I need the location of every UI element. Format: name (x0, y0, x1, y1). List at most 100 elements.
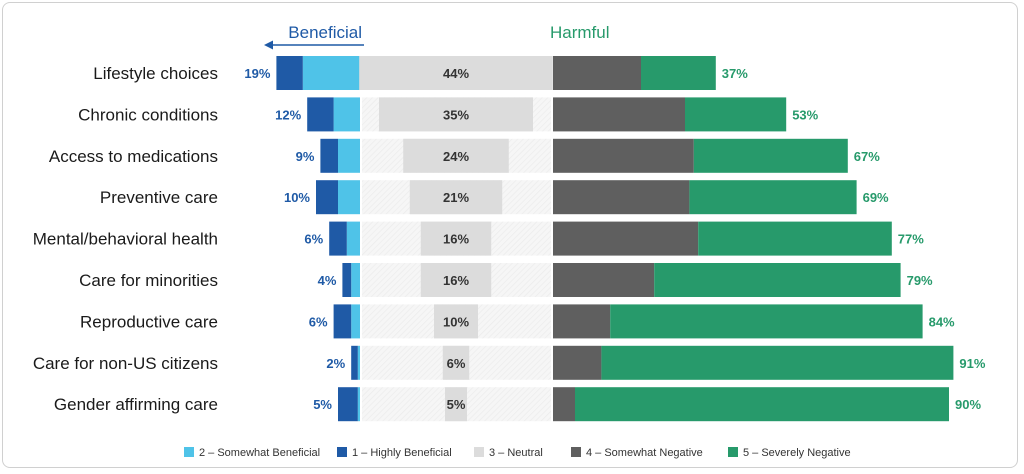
neutral-label: 10% (443, 314, 469, 329)
bar-somewhat-negative (553, 180, 690, 215)
legend-swatch (474, 447, 484, 457)
beneficial-total-label: 2% (326, 356, 345, 371)
bar-neutral (420, 263, 492, 297)
category-label: Reproductive care (80, 312, 218, 331)
beneficial-header: Beneficial (288, 23, 362, 42)
bar-row: Care for non-US citizens 2% 6% 91% (33, 345, 986, 380)
legend-swatch (728, 447, 738, 457)
legend-item: 1 – Highly Beneficial (337, 447, 452, 459)
harmful-total-label: 90% (955, 397, 981, 412)
bar-row: Lifestyle choices 19% 44% 37% (93, 56, 748, 90)
category-label: Gender affirming care (54, 395, 218, 414)
beneficial-total-label: 6% (309, 314, 328, 329)
neutral-label: 35% (443, 107, 469, 122)
legend-swatch (337, 447, 347, 457)
bar-somewhat-negative (553, 56, 641, 90)
harmful-total-label: 84% (929, 314, 955, 329)
legend-item: 5 – Severely Negative (728, 447, 851, 459)
bar-highly-beneficial (276, 56, 303, 90)
beneficial-arrow-head (264, 40, 273, 50)
legend-label: 3 – Neutral (489, 447, 543, 459)
neutral-label: 16% (443, 232, 469, 247)
bar-somewhat-beneficial (357, 387, 360, 422)
bar-highly-beneficial (329, 221, 347, 256)
category-label: Access to medications (49, 147, 218, 166)
category-label: Chronic conditions (78, 105, 218, 124)
bar-row: Chronic conditions 12% 35% 53% (78, 97, 819, 132)
bar-somewhat-beneficial (338, 180, 360, 215)
harmful-total-label: 37% (722, 66, 748, 81)
bar-highly-beneficial (333, 304, 352, 339)
harmful-header: Harmful (550, 23, 610, 42)
neutral-label: 5% (447, 397, 466, 412)
bar-row: Preventive care 10% 21% 69% (100, 180, 889, 215)
legend-label: 4 – Somewhat Negative (586, 447, 703, 459)
bar-somewhat-beneficial (357, 345, 360, 380)
legend-label: 5 – Severely Negative (743, 447, 851, 459)
bar-highly-beneficial (307, 97, 334, 132)
bar-somewhat-negative (553, 345, 602, 380)
bar-somewhat-beneficial (351, 304, 360, 339)
neutral-label: 16% (443, 273, 469, 288)
bar-neutral (442, 345, 470, 380)
bar-somewhat-beneficial (346, 221, 360, 256)
bar-somewhat-beneficial (333, 97, 360, 132)
beneficial-total-label: 12% (275, 107, 301, 122)
harmful-total-label: 91% (959, 356, 985, 371)
bar-neutral (420, 221, 492, 256)
bar-highly-beneficial (342, 263, 352, 297)
bar-somewhat-beneficial (338, 138, 360, 173)
harmful-total-label: 79% (907, 273, 933, 288)
bar-somewhat-negative (553, 263, 655, 297)
bar-row: Care for minorities 4% 16% 79% (79, 263, 933, 297)
category-label: Mental/behavioral health (33, 230, 218, 249)
category-label: Care for non-US citizens (33, 354, 218, 373)
category-label: Preventive care (100, 188, 218, 207)
bar-highly-beneficial (351, 345, 358, 380)
legend: 2 – Somewhat Beneficial 1 – Highly Benefi… (184, 447, 851, 459)
bar-severely-negative (610, 304, 923, 339)
harmful-total-label: 77% (898, 232, 924, 247)
bar-somewhat-negative (553, 138, 694, 173)
bar-neutral (409, 180, 503, 215)
bar-severely-negative (654, 263, 901, 297)
bar-neutral (359, 56, 553, 90)
legend-swatch (571, 447, 581, 457)
bar-row: Access to medications 9% 24% 67% (49, 138, 880, 173)
bar-somewhat-negative (553, 97, 685, 132)
bar-somewhat-negative (553, 304, 611, 339)
bar-row: Gender affirming care 5% 5% 90% (54, 387, 981, 422)
legend-label: 1 – Highly Beneficial (352, 447, 452, 459)
beneficial-total-label: 5% (313, 397, 332, 412)
neutral-label: 21% (443, 190, 469, 205)
legend-swatch (184, 447, 194, 457)
bar-neutral (379, 97, 533, 132)
harmful-total-label: 69% (863, 190, 889, 205)
bar-severely-negative (601, 345, 954, 380)
neutral-label: 6% (447, 356, 466, 371)
bar-row: Mental/behavioral health 6% 16% 77% (33, 221, 924, 256)
neutral-label: 24% (443, 149, 469, 164)
category-label: Lifestyle choices (93, 64, 218, 83)
bar-highly-beneficial (338, 387, 358, 422)
bar-severely-negative (689, 180, 857, 215)
neutral-label: 44% (443, 66, 469, 81)
beneficial-total-label: 9% (296, 149, 315, 164)
category-label: Care for minorities (79, 271, 218, 290)
beneficial-total-label: 19% (244, 66, 270, 81)
bar-highly-beneficial (320, 138, 338, 173)
beneficial-total-label: 10% (284, 190, 310, 205)
legend-label: 2 – Somewhat Beneficial (199, 447, 320, 459)
beneficial-total-label: 4% (318, 273, 337, 288)
bar-somewhat-beneficial (351, 263, 360, 297)
bar-severely-negative (685, 97, 787, 132)
bar-neutral (445, 387, 467, 422)
bar-severely-negative (641, 56, 716, 90)
bar-highly-beneficial (316, 180, 338, 215)
bar-severely-negative (575, 387, 949, 422)
bar-severely-negative (698, 221, 892, 256)
bar-row: Reproductive care 6% 10% 84% (80, 304, 955, 339)
harmful-total-label: 53% (792, 107, 818, 122)
bar-severely-negative (693, 138, 848, 173)
